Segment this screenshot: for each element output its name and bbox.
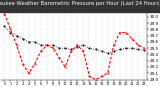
Title: Milwaukee Weather Barometric Pressure per Hour (Last 24 Hours): Milwaukee Weather Barometric Pressure pe…	[0, 1, 160, 6]
